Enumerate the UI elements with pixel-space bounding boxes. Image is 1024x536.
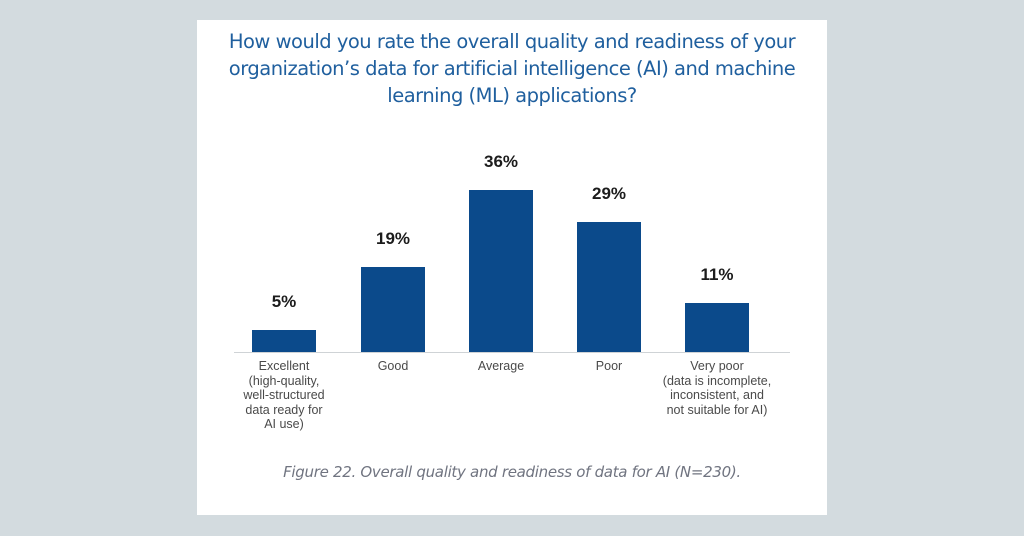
chart-title-line: learning (ML) applications? xyxy=(387,84,637,107)
figure-caption: Figure 22. Overall quality and readiness… xyxy=(283,463,741,481)
bar xyxy=(685,302,749,352)
category-label: Average xyxy=(477,359,525,373)
category-label: Poor xyxy=(595,359,623,373)
bar xyxy=(577,221,641,352)
bar xyxy=(252,329,316,352)
bar-value-label: 29% xyxy=(591,183,627,203)
figure-card: How would you rate the overall quality a… xyxy=(197,20,827,515)
bar-value-label: 5% xyxy=(271,291,297,311)
category-label: Very poor (data is incomplete, inconsisten… xyxy=(662,359,772,417)
category-label: Good xyxy=(377,359,409,373)
bar-chart-plot: 5% Excellent (high-quality, well-structured… xyxy=(197,20,827,515)
chart-title-line: organization’s data for artificial intel… xyxy=(228,57,796,80)
bar-value-label: 11% xyxy=(700,264,734,284)
bar xyxy=(361,266,425,352)
bar xyxy=(469,190,533,352)
bar-value-label: 19% xyxy=(375,228,411,248)
x-axis-baseline xyxy=(234,352,790,353)
chart-title: How would you rate the overall quality a… xyxy=(197,28,827,109)
chart-title-line: How would you rate the overall quality a… xyxy=(228,30,796,53)
category-label: Excellent (high-quality, well-structured da… xyxy=(243,359,325,431)
bar-value-label: 36% xyxy=(483,152,519,171)
